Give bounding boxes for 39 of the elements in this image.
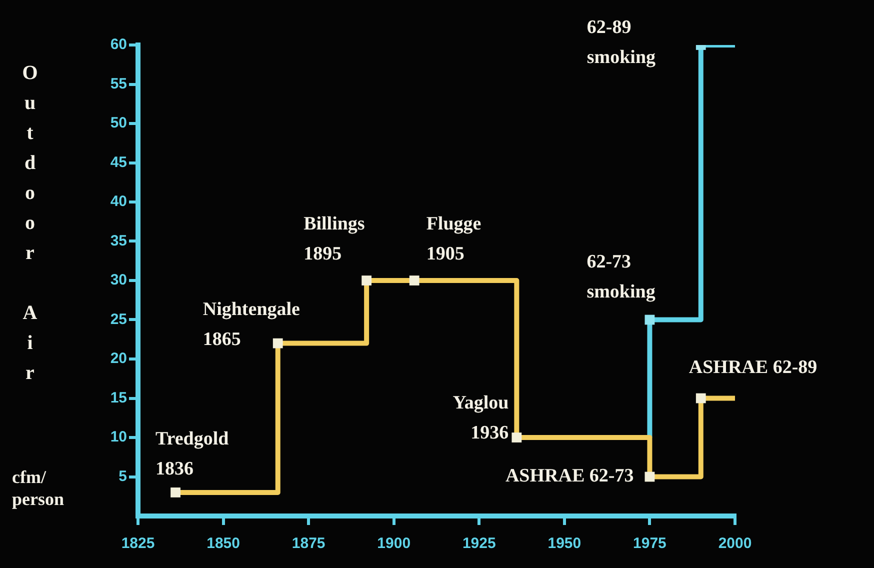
y-axis-title: Outdoor Air (18, 62, 41, 392)
y-tick-label: 30 (110, 272, 127, 289)
y-tick-label: 20 (110, 350, 127, 368)
point (409, 276, 420, 286)
point (272, 338, 283, 348)
text: cfm/ person (12, 466, 64, 510)
x-tick-label: 1925 (462, 535, 496, 552)
point (512, 432, 522, 442)
y-tick-label: 10 (110, 428, 127, 446)
x-tick-label: 1875 (292, 535, 326, 552)
annotation: Yaglou 1936 (452, 392, 510, 444)
annotation: Billings 1895 (304, 213, 365, 264)
y-tick-label: 35 (110, 232, 127, 250)
x-tick-label: 1975 (633, 535, 666, 552)
annotation: Nightengale 1865 (202, 299, 300, 350)
y-tick-label: 40 (110, 193, 127, 210)
annotation: Tredgold 1836 (156, 428, 230, 480)
x-tick-label: 1950 (548, 535, 582, 552)
y-tick-label: 5 (118, 468, 127, 485)
x-tick-label: 1850 (206, 535, 240, 552)
y-tick-label: 25 (110, 310, 127, 328)
annotation: ASHRAE 62-89 (688, 357, 818, 378)
annotation: Flugge 1905 (426, 213, 482, 264)
y-tick-label: 60 (110, 36, 127, 54)
y-tick-label: 15 (110, 389, 127, 406)
x-tick-label: 1825 (121, 535, 155, 552)
point (170, 488, 180, 498)
annotation: 62-89 smoking (586, 16, 656, 68)
point (362, 276, 372, 286)
annotation: 62-73 smoking (586, 252, 656, 303)
annotation: ASHRAE 62-73 (505, 466, 634, 487)
y-tick-label: 50 (110, 114, 127, 132)
x-tick-label: 1900 (377, 535, 411, 552)
x-tick-label: 2000 (718, 535, 752, 552)
y-tick-label: 55 (110, 75, 127, 92)
point (696, 393, 706, 404)
y-tick-label: 45 (110, 154, 127, 171)
point (644, 472, 655, 482)
point (644, 314, 655, 325)
